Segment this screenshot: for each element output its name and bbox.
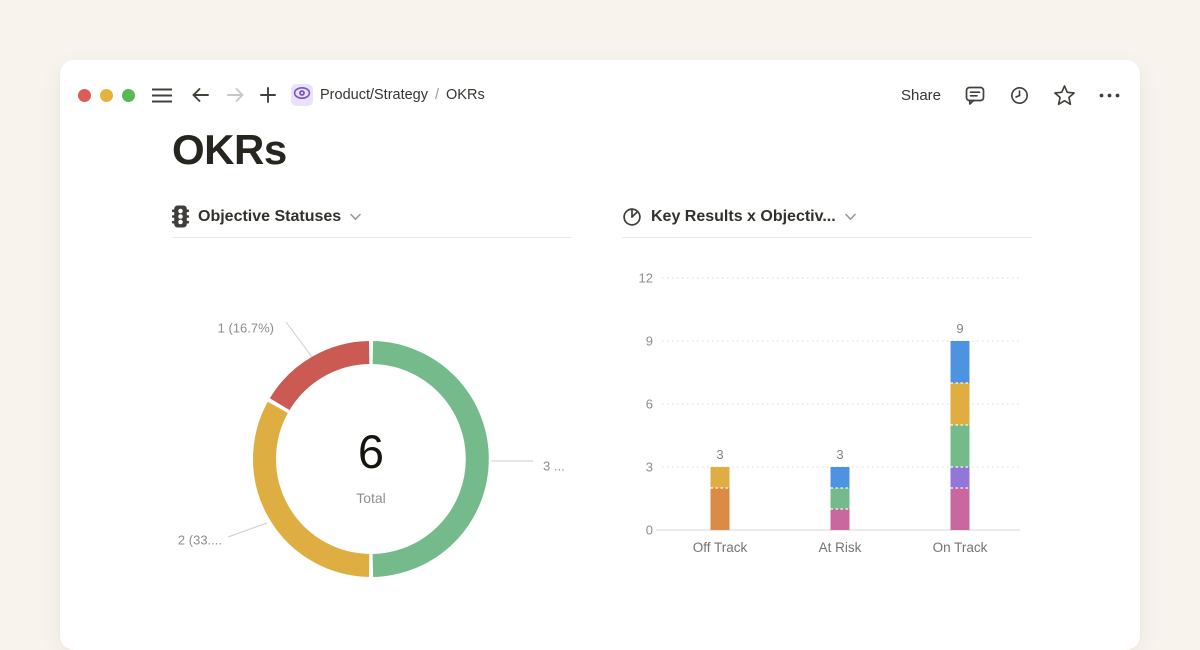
donut-segment-label: 1 (16.7%) <box>218 321 274 336</box>
x-axis-category-label: On Track <box>933 540 988 555</box>
chevron-down-icon <box>844 213 856 221</box>
donut-chart-header[interactable]: Objective Statuses <box>172 196 572 238</box>
bar-segment-on-track-green[interactable] <box>950 425 970 467</box>
bar-segment-at-risk-blue[interactable] <box>830 467 850 488</box>
x-axis-category-label: At Risk <box>819 540 862 555</box>
bar-segment-off-track-orange[interactable] <box>710 488 730 530</box>
donut-segment-label: 3 ... <box>543 459 565 474</box>
bar-total-label: 3 <box>716 447 723 462</box>
breadcrumb-separator: / <box>435 87 440 103</box>
bar-chart-title: Key Results x Objectiv... <box>651 207 836 225</box>
bar-segment-at-risk-pink[interactable] <box>830 509 850 530</box>
donut-chart-title: Objective Statuses <box>198 207 342 225</box>
hamburger-icon <box>152 88 172 103</box>
sidebar-menu-button[interactable] <box>152 88 172 103</box>
bar-chart-header[interactable]: Key Results x Objectiv... <box>622 196 1032 238</box>
donut-label-leader <box>227 522 268 538</box>
ellipsis-icon <box>1099 93 1120 98</box>
bar-segment-on-track-pink[interactable] <box>950 488 970 530</box>
favorite-button[interactable] <box>1053 84 1076 106</box>
bar-segment-on-track-yellow[interactable] <box>950 383 970 425</box>
y-axis-tick-label: 3 <box>646 460 653 475</box>
share-button[interactable]: Share <box>900 86 941 104</box>
back-button[interactable] <box>191 87 210 103</box>
plus-icon <box>260 87 276 103</box>
donut-total-value: 6 <box>357 425 385 478</box>
y-axis-tick-label: 12 <box>639 271 653 286</box>
clock-icon <box>1009 85 1030 106</box>
window-close-button[interactable] <box>78 88 91 102</box>
breadcrumb: Product/Strategy / OKRs <box>291 84 485 106</box>
star-icon <box>1053 84 1076 106</box>
chevron-down-icon <box>350 213 361 221</box>
breadcrumb-current[interactable]: OKRs <box>446 87 485 103</box>
donut-segment-green[interactable] <box>372 341 489 577</box>
page-icon <box>291 84 313 106</box>
forward-button[interactable] <box>226 87 245 103</box>
donut-total-label: Total <box>356 490 386 506</box>
topbar-actions: Share <box>901 84 1120 106</box>
eye-icon <box>293 86 311 104</box>
app-window: Product/Strategy / OKRs Share <box>60 60 1140 650</box>
window-zoom-button[interactable] <box>122 88 135 102</box>
donut-segment-label: 2 (33.... <box>178 533 222 548</box>
y-axis-tick-label: 9 <box>646 334 653 349</box>
bar-segment-on-track-purple[interactable] <box>950 467 970 488</box>
new-page-button[interactable] <box>260 87 276 103</box>
donut-label-leader <box>285 321 313 358</box>
donut-chart: 3 ... 2 (33.... 1 (16.7%) <box>160 300 580 600</box>
arrow-left-icon <box>191 87 210 103</box>
more-button[interactable] <box>1099 93 1120 98</box>
breadcrumb-parent[interactable]: Product/Strategy <box>320 87 428 103</box>
bar-segment-off-track-yellow[interactable] <box>710 467 730 488</box>
y-axis-tick-label: 6 <box>646 397 653 412</box>
bar-segment-on-track-blue[interactable] <box>950 341 970 383</box>
comments-button[interactable] <box>964 85 986 106</box>
bar-segment-at-risk-green[interactable] <box>830 488 850 509</box>
bar-total-label: 3 <box>836 447 843 462</box>
donut-segment-red[interactable] <box>269 341 370 411</box>
bar-total-label: 9 <box>956 321 963 336</box>
page-title[interactable]: OKRs <box>172 126 287 173</box>
x-axis-category-label: Off Track <box>693 540 748 555</box>
window-minimize-button[interactable] <box>100 88 113 102</box>
arrow-right-icon <box>226 87 245 103</box>
comment-icon <box>964 85 986 106</box>
y-axis-tick-label: 0 <box>646 523 653 538</box>
donut-segment-yellow[interactable] <box>253 401 370 577</box>
top-bar: Product/Strategy / OKRs Share <box>60 60 1140 110</box>
updates-button[interactable] <box>1009 85 1030 106</box>
traffic-light-icon <box>172 205 189 228</box>
window-controls <box>78 88 135 102</box>
pie-chart-icon <box>622 207 642 227</box>
bar-chart: 0 3 6 9 12 3 Off Track 3 At Risk 9 On Track <box>620 260 1040 570</box>
